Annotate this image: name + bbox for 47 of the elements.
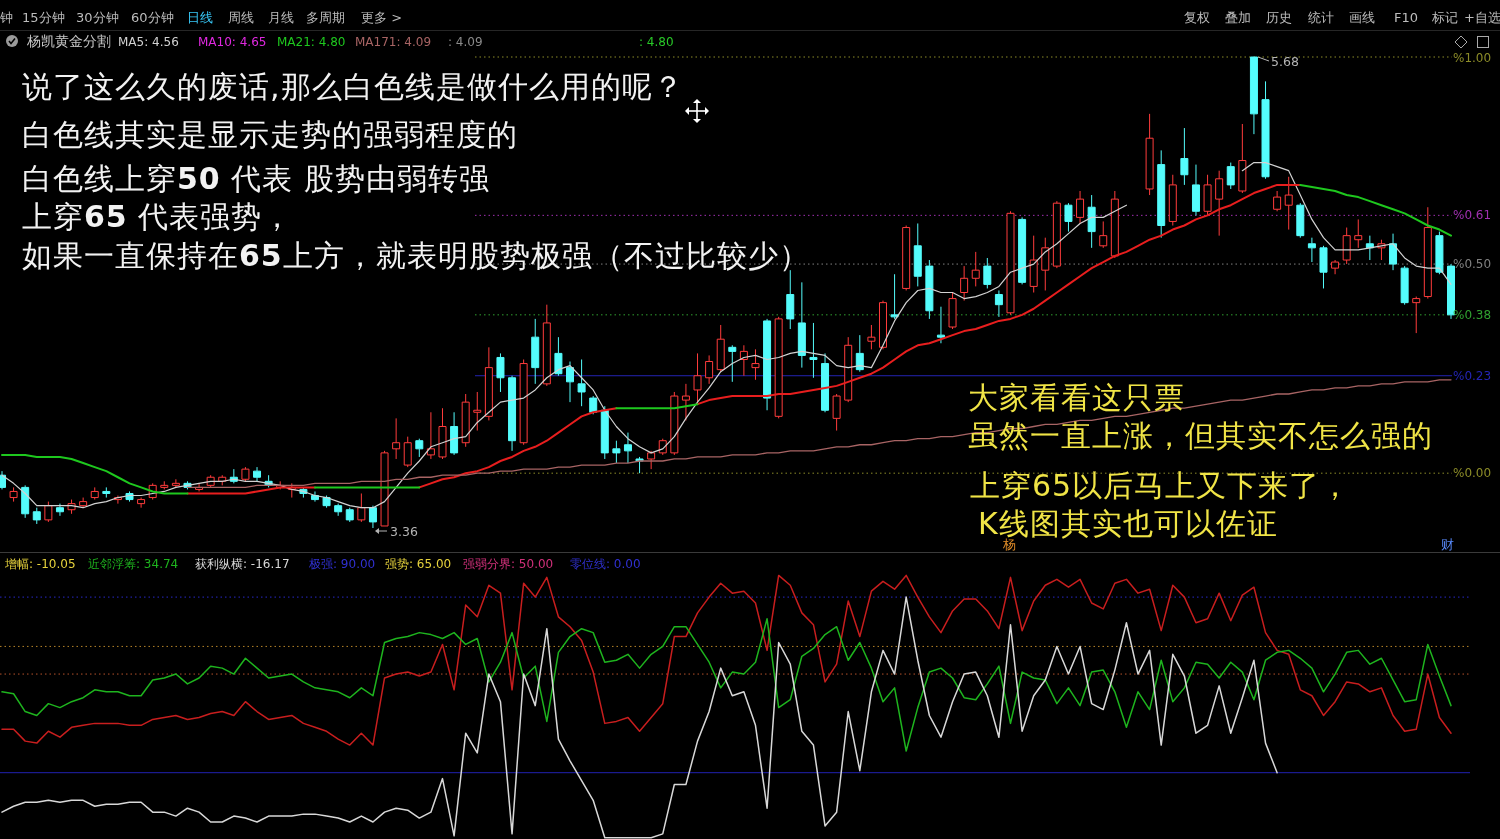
text: 增幅: -10.05 (4, 557, 76, 571)
text: 更多 > (361, 10, 403, 25)
text: MA5: 4.56 (118, 35, 179, 49)
text: 强弱分界: 50.00 (463, 557, 554, 571)
text: 标记 (1431, 10, 1458, 25)
text: 历史 (1266, 10, 1292, 25)
annotation: 5.68 (1271, 54, 1299, 69)
annotation: 白色线上穿50 代表 股势由弱转强 (22, 161, 490, 196)
chart-title: 杨凯黄金分割 (26, 33, 111, 49)
annotation: 3.36 (390, 524, 418, 539)
text: MA10: 4.65 (198, 35, 267, 49)
annotation: %0.61 (1453, 208, 1492, 223)
text: 画线 (1349, 10, 1375, 25)
text: 复权 (1184, 10, 1210, 25)
text: 财 (1441, 537, 1454, 552)
text: 60分钟 (131, 10, 174, 25)
text: 获利纵横: -16.17 (195, 557, 290, 571)
annotation: 大家看看这只票 (968, 380, 1185, 415)
text: MA21: 4.80 (277, 35, 346, 49)
annotation: 如果一直保持在65上方，就表明股势极强（不过比较少） (22, 238, 810, 273)
text: 零位线: 0.00 (570, 557, 641, 571)
text: 统计 (1308, 10, 1334, 25)
text: 近邻浮筹: 34.74 (88, 557, 179, 571)
text: F10 (1394, 10, 1419, 25)
text: 叠加 (1225, 10, 1251, 25)
text: : 4.09 (448, 35, 483, 49)
annotation: %0.23 (1453, 368, 1492, 383)
annotation: 说了这么久的废话,那么白色线是做什么用的呢？ (22, 69, 684, 104)
annotation: 白色线其实是显示走势的强弱程度的 (22, 117, 518, 152)
text: +自选 (1464, 10, 1500, 25)
text: : 4.80 (639, 35, 674, 49)
text: 多周期 (306, 10, 345, 25)
text: 极强: 90.00 (308, 557, 376, 571)
annotation: 上穿65 代表强势， (22, 199, 294, 234)
annotation: 上穿65以后马上又下来了， (970, 468, 1352, 503)
text: 强势: 65.00 (385, 557, 452, 571)
annotation: %1.00 (1453, 51, 1492, 65)
annotation: %0.50 (1453, 257, 1492, 272)
text: 钟 (0, 10, 13, 25)
text: 15分钟 (22, 10, 65, 25)
annotation: %0.38 (1453, 307, 1492, 322)
text: 月线 (268, 10, 294, 25)
text: MA171: 4.09 (355, 35, 432, 49)
annotation: %0.00 (1453, 466, 1492, 481)
text: 30分钟 (76, 10, 119, 25)
text: 日线 (187, 10, 213, 25)
text: 周线 (228, 10, 254, 25)
